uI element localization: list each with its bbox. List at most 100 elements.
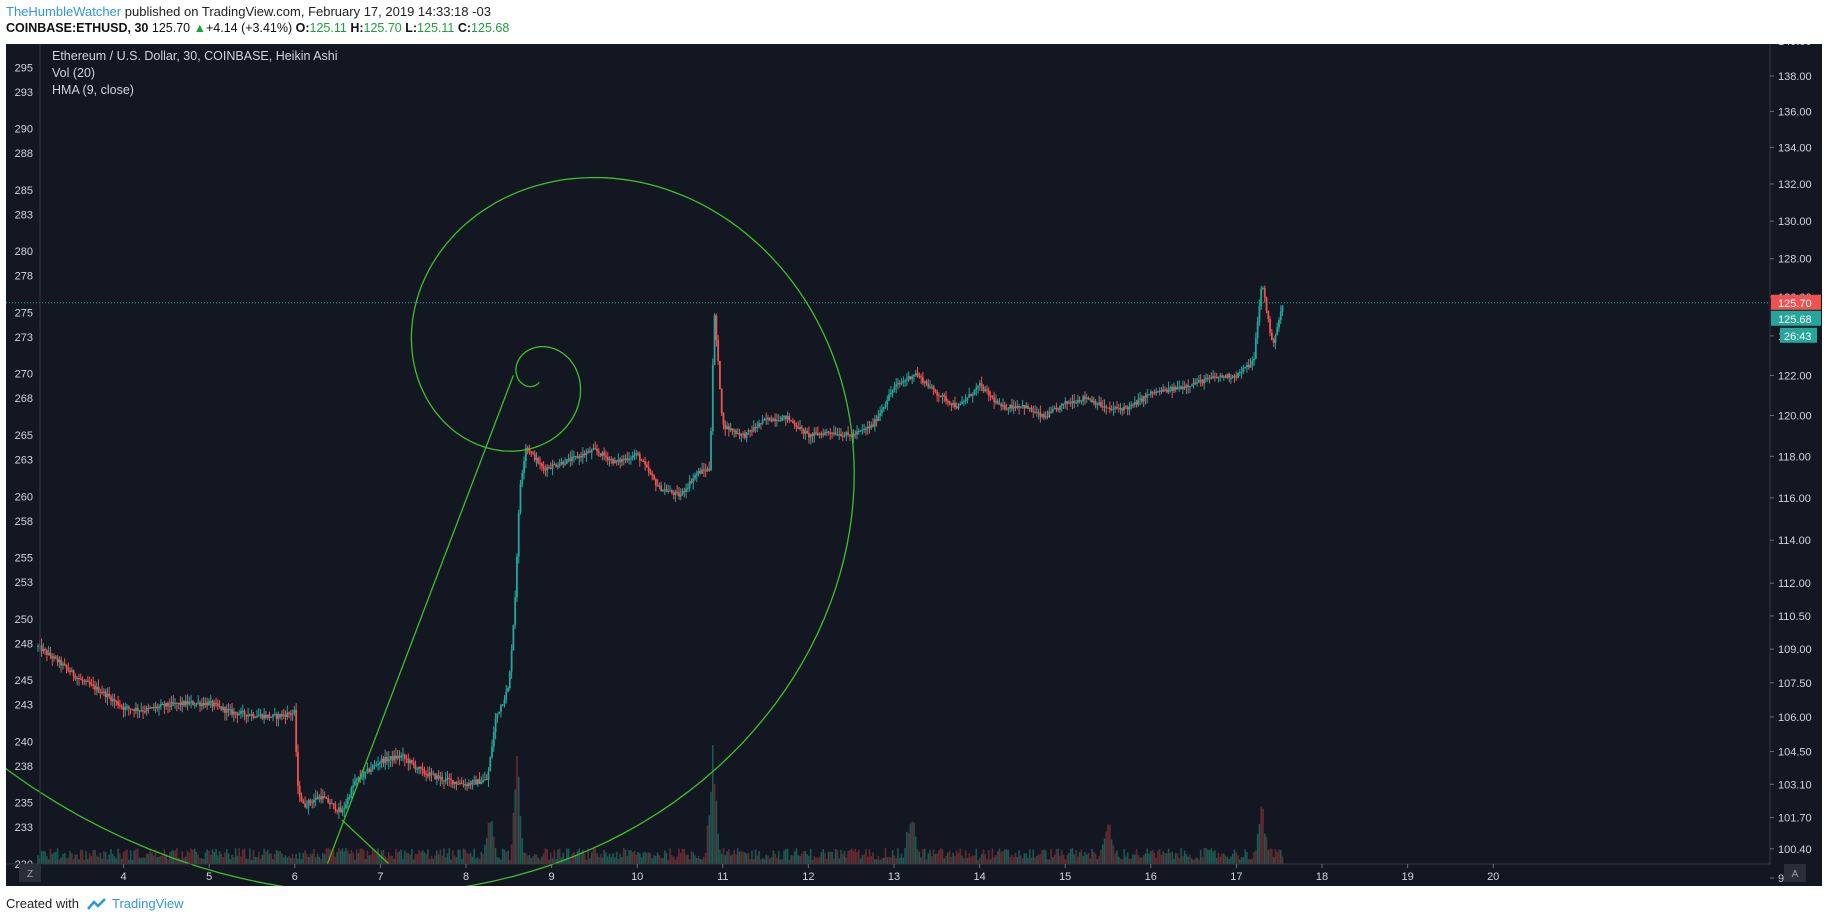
high-value: 125.70: [363, 21, 402, 35]
z-button[interactable]: Z: [19, 864, 41, 882]
right-axis-tick: 109.00: [1778, 644, 1812, 656]
chart-legend: Ethereum / U.S. Dollar, 30, COINBASE, He…: [52, 49, 338, 97]
left-axis-tick: 290: [15, 124, 33, 136]
open-label: O:: [295, 21, 310, 35]
time-axis-tick: 12: [802, 871, 814, 883]
right-axis-tick: 122.00: [1778, 370, 1812, 382]
right-axis-tick: 118.00: [1778, 451, 1811, 463]
time-axis-tick: 17: [1230, 871, 1242, 883]
fib-spiral-drawing[interactable]: [6, 44, 855, 886]
left-axis-tick: 243: [15, 700, 33, 712]
right-axis-tick: 140.00: [1778, 44, 1812, 48]
high-label: H:: [350, 21, 364, 35]
right-axis-tick: 114.00: [1778, 535, 1811, 547]
time-axis-tick: 20: [1487, 871, 1499, 883]
symbol-label: COINBASE:ETHUSD, 30: [6, 21, 149, 35]
left-price-axis[interactable]: 2302332352382402432452482502532552582602…: [15, 44, 41, 871]
left-axis-tick: 250: [15, 614, 33, 626]
right-price-axis[interactable]: 99.20100.40101.70103.10104.50106.00107.5…: [1769, 44, 1812, 885]
right-axis-tick: 116.00: [1778, 493, 1811, 505]
left-axis-tick: 288: [15, 148, 33, 160]
ohlc-bar: COINBASE:ETHUSD, 30 125.70 ▲+4.14 (+3.41…: [6, 21, 509, 35]
time-axis-tick: 18: [1316, 871, 1328, 883]
bar-countdown-label: 26:43: [1784, 331, 1812, 343]
time-axis-tick: 6: [292, 871, 298, 883]
right-axis-tick: 136.00: [1778, 106, 1812, 118]
right-axis-tick: 100.40: [1778, 844, 1812, 856]
left-axis-tick: 270: [15, 369, 33, 381]
right-axis-tick: 132.00: [1778, 179, 1812, 191]
a-button[interactable]: A: [1784, 864, 1806, 882]
time-axis-tick: 19: [1401, 871, 1413, 883]
left-axis-tick: 273: [15, 332, 33, 344]
close-value: 125.68: [471, 21, 510, 35]
right-axis-tick: 130.00: [1778, 216, 1812, 228]
right-axis-tick: 101.70: [1778, 813, 1812, 825]
left-axis-tick: 260: [15, 491, 33, 503]
left-axis-tick: 240: [15, 736, 33, 748]
legend-title: Ethereum / U.S. Dollar, 30, COINBASE, He…: [52, 49, 338, 63]
time-axis-tick: 5: [206, 871, 212, 883]
tradingview-logo-icon: [86, 898, 106, 910]
time-axis-tick: 11: [717, 871, 728, 883]
left-axis-tick: 245: [15, 675, 33, 687]
created-with-text: Created with: [6, 896, 79, 911]
left-axis-tick: 275: [15, 307, 33, 319]
time-axis[interactable]: 34567891011121314151617181920: [6, 863, 1770, 883]
time-axis-tick: 4: [121, 871, 127, 883]
close-price-label: 125.68: [1778, 314, 1812, 326]
left-axis-tick: 233: [15, 822, 33, 834]
time-axis-tick: 16: [1145, 871, 1157, 883]
right-axis-tick: 107.50: [1778, 678, 1812, 690]
left-axis-tick: 255: [15, 553, 33, 565]
time-axis-tick: 8: [463, 871, 469, 883]
price-chart[interactable]: 2302332352382402432452482502532552582602…: [6, 44, 1822, 886]
author-link[interactable]: TheHumbleWatcher: [6, 4, 122, 19]
last-price: 125.70: [151, 21, 191, 35]
legend-volume: Vol (20): [52, 66, 95, 80]
published-text: published on TradingView.com, February 1…: [124, 4, 491, 19]
z-button-label[interactable]: Z: [27, 869, 33, 880]
up-triangle-icon: ▲: [193, 21, 206, 35]
low-label: L:: [405, 21, 418, 35]
time-axis-tick: 9: [549, 871, 555, 883]
right-axis-tick: 138.00: [1778, 71, 1812, 83]
right-axis-tick: 120.00: [1778, 411, 1812, 423]
time-axis-tick: 13: [888, 871, 900, 883]
right-axis-tick: 106.00: [1778, 712, 1812, 724]
right-axis-tick: 128.00: [1778, 254, 1812, 266]
left-axis-tick: 283: [15, 209, 33, 221]
tradingview-link[interactable]: TradingView: [112, 896, 184, 911]
volume-bars: [37, 745, 1284, 864]
left-axis-tick: 285: [15, 185, 33, 197]
left-axis-tick: 263: [15, 455, 33, 467]
close-label: C:: [457, 21, 472, 35]
left-axis-tick: 235: [15, 798, 33, 810]
right-axis-tick: 104.50: [1778, 747, 1812, 759]
price-labels: 125.70 125.68 26:43: [1771, 294, 1821, 343]
left-axis-tick: 265: [15, 430, 33, 442]
chart-frame[interactable]: 2302332352382402432452482502532552582602…: [6, 44, 1822, 886]
footer: Created with TradingView: [6, 896, 184, 911]
legend-hma: HMA (9, close): [52, 83, 134, 97]
open-value: 125.11: [309, 21, 347, 35]
left-axis-tick: 258: [15, 516, 33, 528]
last-price-label: 125.70: [1778, 298, 1812, 310]
a-button-label[interactable]: A: [1792, 869, 1799, 880]
left-axis-tick: 238: [15, 761, 33, 773]
left-axis-tick: 278: [15, 271, 33, 283]
right-axis-tick: 110.50: [1778, 611, 1811, 623]
time-axis-tick: 15: [1059, 871, 1071, 883]
right-axis-tick: 112.00: [1778, 578, 1811, 590]
left-axis-tick: 248: [15, 638, 33, 650]
low-value: 125.11: [417, 21, 455, 35]
time-axis-tick: 10: [631, 871, 643, 883]
left-axis-tick: 295: [15, 62, 33, 74]
left-axis-tick: 253: [15, 577, 33, 589]
left-axis-tick: 293: [15, 87, 33, 99]
candles: [37, 285, 1284, 820]
time-axis-tick: 14: [973, 871, 985, 883]
time-axis-tick: 7: [377, 871, 383, 883]
price-change: +4.14 (+3.41%): [205, 21, 293, 35]
right-axis-tick: 134.00: [1778, 142, 1812, 154]
